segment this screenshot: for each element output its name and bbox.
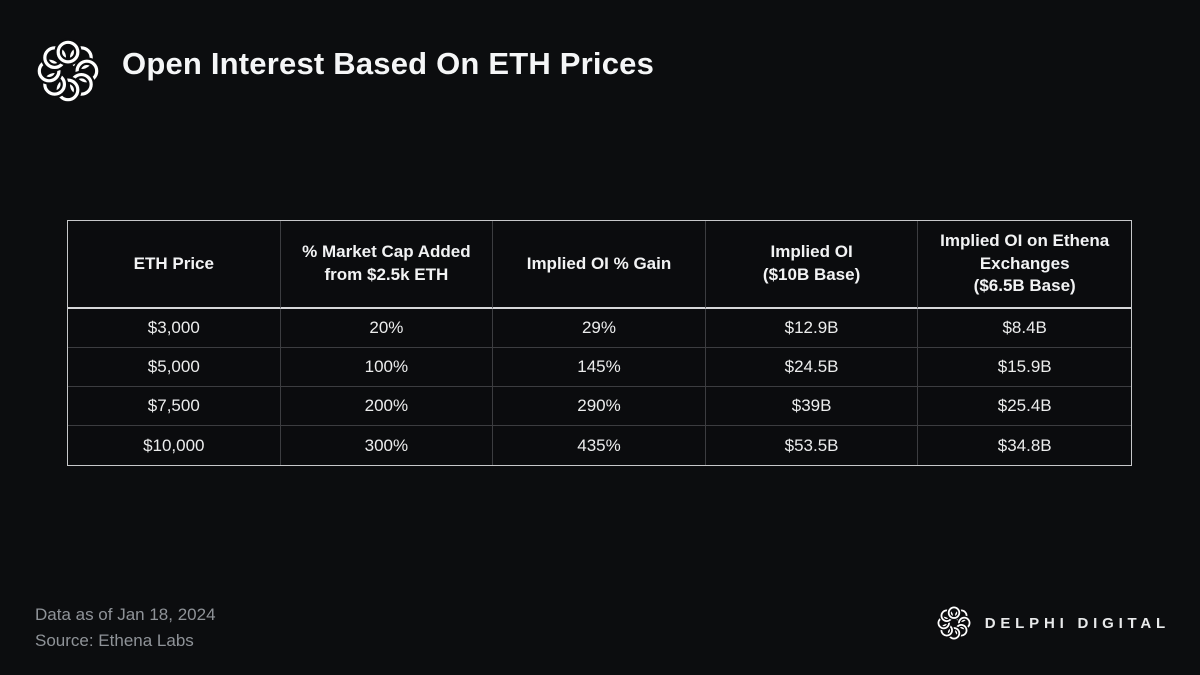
table-header-cell: ETH Price xyxy=(68,221,281,309)
delphi-digital-wordmark: DELPHI DIGITAL xyxy=(984,614,1170,632)
table-cell: $34.8B xyxy=(997,435,1052,455)
table-cell: $10,000 xyxy=(68,426,281,465)
table-cell: $8.4B xyxy=(918,309,1131,348)
source-label: Source: Ethena Labs xyxy=(35,631,194,650)
table-cell: $53.5B xyxy=(706,426,919,465)
table-cell: $7,500 xyxy=(68,387,281,426)
page-title: Open Interest Based On ETH Prices xyxy=(122,46,655,81)
table-cell: 145% xyxy=(493,348,706,387)
table-cell: $5,000 xyxy=(68,348,281,387)
table-header-cell: Implied OI on Ethena Exchanges ($6.5B Ba… xyxy=(918,221,1131,309)
table-cell: 435% xyxy=(493,426,706,465)
table-header-cell: Implied OI ($10B Base) xyxy=(705,221,919,309)
table-cell: 100% xyxy=(280,348,494,387)
table-cell: 20% xyxy=(280,309,494,348)
table-cell: 290% xyxy=(493,387,706,426)
table-cell: 29% xyxy=(493,309,706,348)
table-header-cell: % Market Cap Added from $2.5k ETH xyxy=(280,221,494,309)
delphi-brand: DELPHI DIGITAL xyxy=(935,604,1170,642)
delphi-knot-logo xyxy=(35,38,101,104)
table-header-cell: Implied OI % Gain xyxy=(493,221,706,309)
table-cell: $25.4B xyxy=(918,387,1131,426)
table-cell: $24.5B xyxy=(705,348,919,387)
delphi-knot-icon xyxy=(936,605,972,641)
table-cell: 300% xyxy=(281,426,494,465)
data-as-of-label: Data as of Jan 18, 2024 xyxy=(35,605,216,624)
table-cell: 200% xyxy=(280,387,494,426)
table-cell: $39B xyxy=(705,387,919,426)
table-cell: $3,000 xyxy=(68,309,281,348)
oi-table: ETH Price% Market Cap Added from $2.5k E… xyxy=(67,220,1132,466)
table-cell: $12.9B xyxy=(705,309,919,348)
table-cell: $15.9B xyxy=(918,348,1131,387)
footer-meta: Data as of Jan 18, 2024 Source: Ethena L… xyxy=(35,602,216,654)
